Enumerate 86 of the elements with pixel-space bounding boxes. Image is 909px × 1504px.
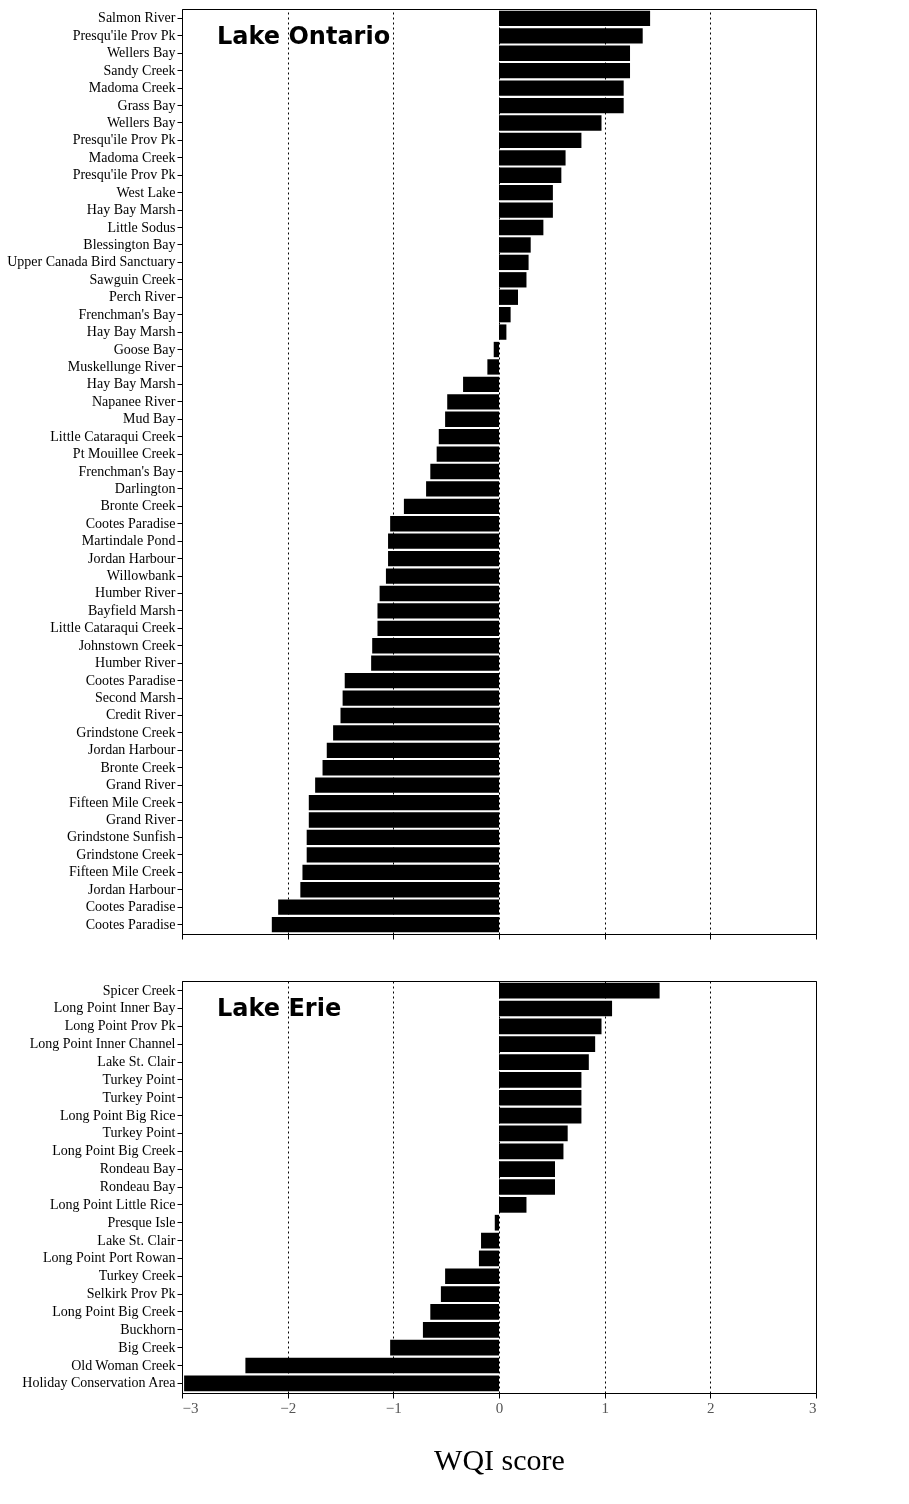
y-tick-label: Hay Bay Marsh <box>86 324 176 340</box>
y-tick-label: Grindstone Creek <box>76 724 176 740</box>
y-tick-label: Turkey Point <box>102 1125 176 1141</box>
y-tick-label: Long Point Prov Pk <box>64 1018 176 1034</box>
y-tick-label: Credit River <box>105 707 176 723</box>
y-tick-label: Little Cataraqui Creek <box>50 620 176 636</box>
y-tick-label: Rondeau Bay <box>99 1161 176 1177</box>
y-tick-label: Old Woman Creek <box>71 1357 176 1373</box>
y-tick-label: Wellers Bay <box>107 45 176 61</box>
y-tick-label: Long Point Little Rice <box>49 1196 176 1212</box>
y-tick-label: Second Marsh <box>95 690 176 706</box>
y-tick-label: Perch River <box>109 289 176 305</box>
y-tick-label: Wellers Bay <box>107 114 176 130</box>
y-tick-label: Humber River <box>95 585 176 601</box>
y-tick-label: Jordan Harbour <box>88 881 176 897</box>
y-tick-label: Frenchman's Bay <box>78 463 176 479</box>
y-tick-label: Long Point Big Rice <box>60 1107 176 1123</box>
y-tick-label: Cootes Paradise <box>85 916 176 932</box>
x-tick-label: 3 <box>809 1399 817 1416</box>
y-tick-label: Spicer Creek <box>102 982 176 998</box>
y-tick-label: Long Point Inner Channel <box>29 1036 176 1052</box>
y-tick-label: Frenchman's Bay <box>78 306 176 322</box>
y-tick-label: Grand River <box>105 777 176 793</box>
y-tick-label: Little Cataraqui Creek <box>50 428 176 444</box>
y-tick-label: Presqu'ile Prov Pk <box>72 167 176 183</box>
y-tick-label: Jordan Harbour <box>88 550 176 566</box>
y-tick-label: Humber River <box>95 655 176 671</box>
y-tick-label: Presqu'ile Prov Pk <box>72 27 176 43</box>
y-tick-label: Turkey Point <box>102 1089 176 1105</box>
y-tick-label: Sawguin Creek <box>89 271 176 287</box>
y-tick-label: Napanee River <box>91 393 176 409</box>
y-tick-label: Grindstone Sunfish <box>67 829 176 845</box>
x-tick-label: 2 <box>707 1399 715 1416</box>
y-tick-label: Muskellunge River <box>67 358 176 374</box>
y-tick-label: West Lake <box>116 184 176 200</box>
y-tick-label: Cootes Paradise <box>85 672 176 688</box>
y-tick-label: Selkirk Prov Pk <box>86 1286 176 1302</box>
y-tick-label: Lake St. Clair <box>97 1054 176 1070</box>
y-tick-label: Cootes Paradise <box>85 899 176 915</box>
y-tick-label: Madoma Creek <box>88 80 176 96</box>
x-tick-label: 1 <box>601 1399 609 1416</box>
y-tick-label: Big Creek <box>118 1339 176 1355</box>
y-tick-label: Darlington <box>114 480 176 496</box>
y-tick-label: Bronte Creek <box>100 759 176 775</box>
y-tick-label: Long Point Inner Bay <box>53 1000 176 1016</box>
y-tick-label: Goose Bay <box>113 341 176 357</box>
y-tick-label: Jordan Harbour <box>88 742 176 758</box>
x-tick-label: −2 <box>280 1399 297 1416</box>
y-tick-label: Rondeau Bay <box>99 1179 176 1194</box>
y-tick-label: Pt Mouillee Creek <box>72 446 176 462</box>
y-tick-label: Sandy Creek <box>103 62 176 78</box>
y-tick-label: Salmon River <box>98 10 176 26</box>
y-tick-label: Turkey Point <box>102 1071 176 1087</box>
y-tick-label: Grindstone Creek <box>76 846 176 862</box>
x-tick-label: 0 <box>495 1399 504 1416</box>
y-tick-label: Fifteen Mile Creek <box>68 794 176 810</box>
y-tick-label: Grand River <box>105 812 176 828</box>
y-tick-label: Cootes Paradise <box>85 515 176 531</box>
y-tick-label: Long Point Big Creek <box>52 1303 176 1319</box>
y-tick-label: Turkey Creek <box>98 1268 176 1284</box>
annotation: Lake Ontario <box>217 22 391 50</box>
y-tick-label: Presque Isle <box>107 1214 176 1230</box>
y-tick-label: Buckhorn <box>120 1321 176 1337</box>
y-tick-label: Holiday Conservation Area <box>22 1375 177 1391</box>
y-tick-label: Lake St. Clair <box>97 1232 176 1248</box>
y-tick-label: Madoma Creek <box>88 149 176 165</box>
y-tick-label: Upper Canada Bird Sanctuary <box>7 254 176 270</box>
y-tick-label: Long Point Port Rowan <box>42 1250 176 1266</box>
y-tick-label: Long Point Big Creek <box>52 1143 176 1159</box>
annotation: Lake Erie <box>217 994 342 1022</box>
y-tick-label: Grass Bay <box>117 97 176 113</box>
y-tick-label: Hay Bay Marsh <box>86 376 176 392</box>
y-tick-label: Blessington Bay <box>83 236 176 252</box>
y-tick-label: Presqu'ile Prov Pk <box>72 132 176 148</box>
y-tick-label: Mud Bay <box>123 411 176 427</box>
y-tick-label: Johnstown Creek <box>78 637 176 653</box>
y-tick-label: Willowbank <box>106 568 176 584</box>
y-tick-label: Hay Bay Marsh <box>86 202 176 218</box>
y-tick-label: Bronte Creek <box>100 498 176 514</box>
x-tick-label: −3 <box>182 1399 199 1416</box>
x-tick-label: −1 <box>385 1399 402 1416</box>
y-tick-label: Bayfield Marsh <box>88 602 176 618</box>
x-axis-title: WQI score <box>434 1442 565 1476</box>
y-tick-label: Fifteen Mile Creek <box>68 864 176 880</box>
y-tick-label: Little Sodus <box>107 219 176 235</box>
y-tick-label: Martindale Pond <box>81 533 176 549</box>
